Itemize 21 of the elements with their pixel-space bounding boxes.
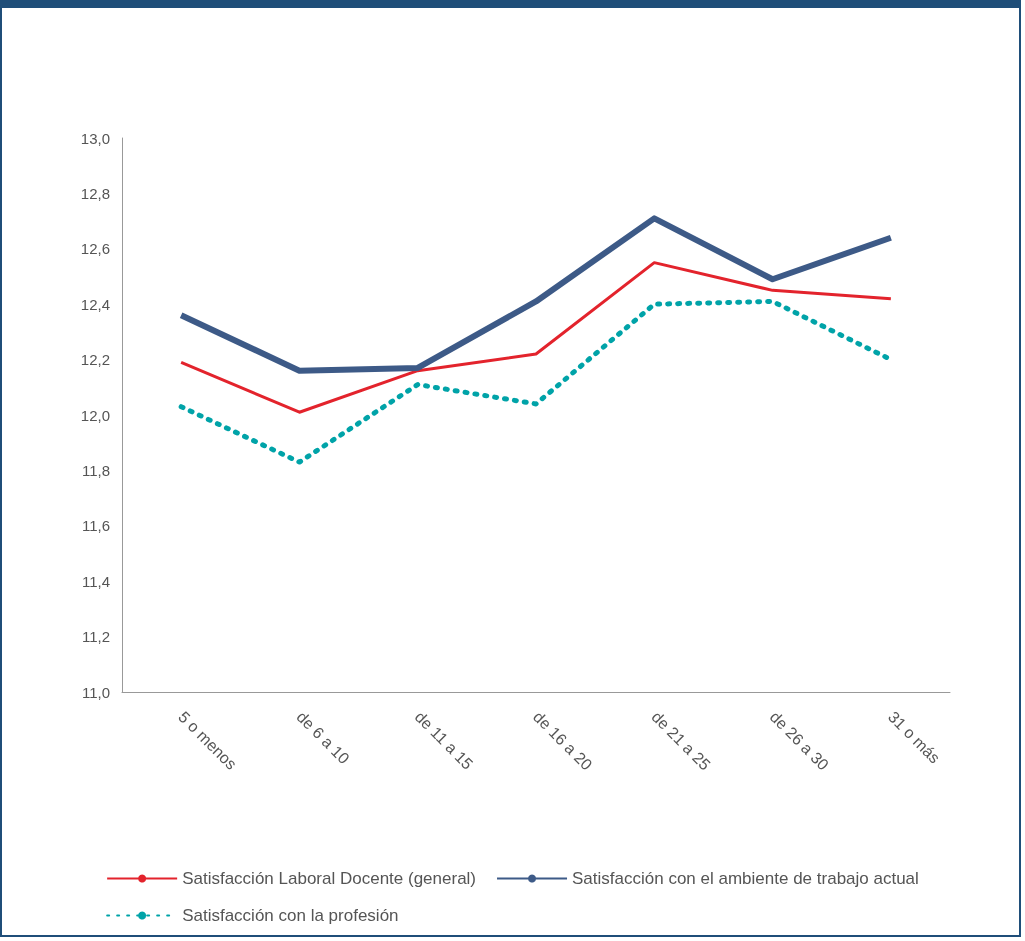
y-tick-label: 11,0 <box>81 683 110 701</box>
y-tick-label: 12,2 <box>80 351 110 369</box>
legend-label: Satisfacción Laboral Docente (general) <box>182 869 477 888</box>
y-tick-label: 11,8 <box>81 461 110 479</box>
legend-label: Satisfacción con el ambiente de trabajo actual <box>572 869 919 888</box>
x-tick-label: de 6 a 10 <box>293 707 353 768</box>
x-tick-label: 31 o más <box>884 707 944 767</box>
y-tick-label: 12,8 <box>80 184 110 202</box>
y-tick-label: 11,2 <box>81 628 110 646</box>
y-tick-label: 12,0 <box>80 406 110 424</box>
x-tick-label: de 11 a 15 <box>411 707 477 773</box>
x-tick-label: de 26 a 30 <box>766 707 833 774</box>
y-tick-label: 13,0 <box>80 129 110 147</box>
x-tick-label: de 21 a 25 <box>648 707 714 774</box>
y-tick-label: 11,4 <box>81 572 110 590</box>
line-series <box>179 261 893 414</box>
x-tick-label: de 16 a 20 <box>529 707 596 774</box>
y-tick-label: 11,6 <box>81 517 110 535</box>
legend-label: Satisfacción con la profesión <box>182 906 399 925</box>
y-tick-label: 12,6 <box>80 240 110 258</box>
y-tick-label: 12,4 <box>80 295 110 313</box>
